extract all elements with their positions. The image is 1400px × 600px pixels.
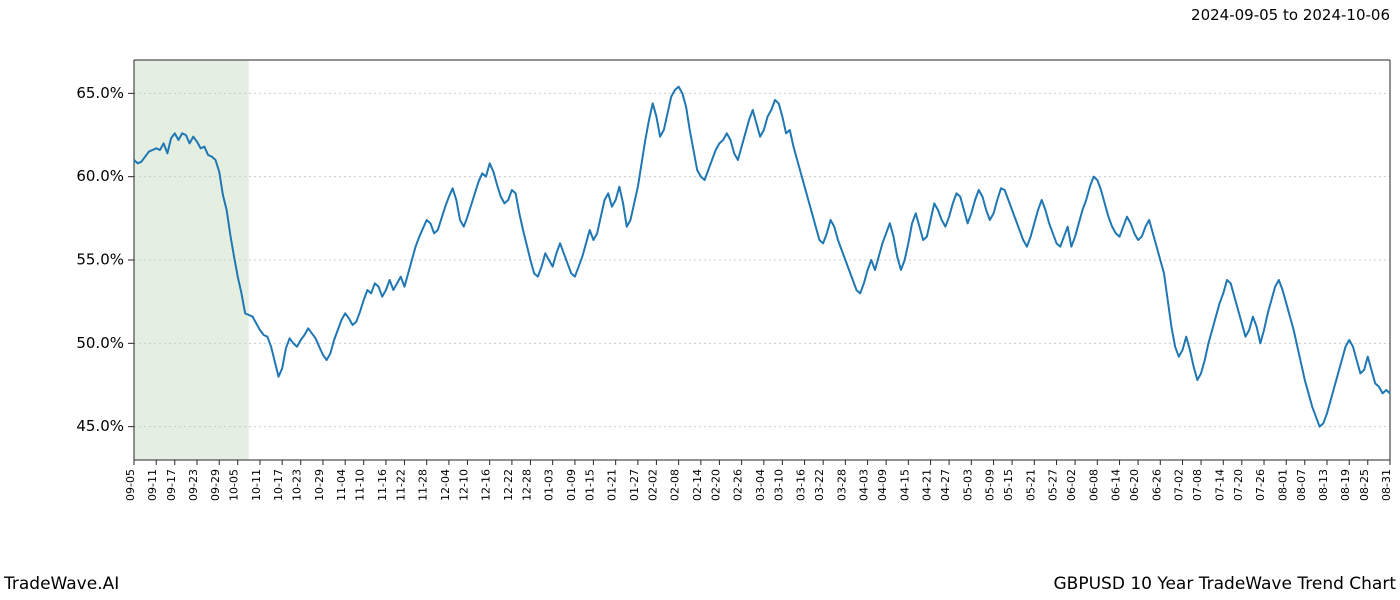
- chart-svg: 45.0% 50.0% 55.0% 60.0% 65.0% 09-05 09-11 09-17…: [0, 50, 1400, 540]
- x-tick-label: 10-29: [313, 469, 326, 501]
- x-tick-label: 10-23: [291, 469, 304, 501]
- x-tick-label: 03-10: [772, 469, 785, 501]
- x-tick-label: 08-19: [1339, 469, 1352, 501]
- x-tick-label: 02-02: [646, 469, 659, 501]
- x-tick-label: 06-02: [1065, 469, 1078, 501]
- y-tick-label: 50.0%: [76, 334, 124, 352]
- x-tick-label: 06-20: [1128, 469, 1141, 501]
- x-tick-label: 12-28: [520, 469, 533, 501]
- x-tick-label: 05-15: [1002, 469, 1015, 501]
- x-tick-label: 02-20: [709, 469, 722, 501]
- trend-line: [134, 87, 1390, 427]
- x-tick-label: 03-28: [835, 469, 848, 501]
- x-tick-label: 05-03: [961, 469, 974, 501]
- x-tick-label: 08-13: [1317, 469, 1330, 501]
- x-tick-label: 05-21: [1024, 469, 1037, 501]
- x-tick-label: 09-11: [146, 469, 159, 501]
- x-tick-label: 03-16: [795, 469, 808, 501]
- y-tick-label: 45.0%: [76, 417, 124, 435]
- x-tick-label: 10-05: [228, 469, 241, 501]
- x-tick-label: 04-15: [898, 469, 911, 501]
- x-tick-label: 04-03: [858, 469, 871, 501]
- x-tick-label: 04-21: [921, 469, 934, 501]
- x-tick-label: 01-27: [628, 469, 641, 501]
- x-tick-label: 09-05: [124, 469, 137, 501]
- x-tick-label: 12-22: [502, 469, 515, 501]
- x-tick-label: 07-26: [1254, 469, 1267, 501]
- x-tick-label: 08-31: [1380, 469, 1393, 501]
- x-tick-label: 11-04: [335, 469, 348, 501]
- x-tick-label: 08-07: [1295, 469, 1308, 501]
- x-tick-label: 06-26: [1150, 469, 1163, 501]
- y-tick-label: 60.0%: [76, 167, 124, 185]
- x-tick-label: 07-20: [1232, 469, 1245, 501]
- x-tick-label: 11-28: [417, 469, 430, 501]
- x-tick-label: 11-16: [376, 469, 389, 501]
- brand-label: TradeWave.AI: [4, 574, 119, 594]
- x-tick-label: 06-14: [1110, 469, 1123, 501]
- x-tick-label: 11-10: [354, 469, 367, 501]
- x-tick-label: 07-08: [1191, 469, 1204, 501]
- x-tick-label: 09-17: [165, 469, 178, 501]
- x-tick-label: 02-14: [691, 469, 704, 501]
- x-tick-label: 11-22: [394, 469, 407, 501]
- x-tick-label: 06-08: [1087, 469, 1100, 501]
- x-tick-label: 12-04: [439, 469, 452, 501]
- x-tick-label: 09-29: [209, 469, 222, 501]
- x-tick-label: 07-14: [1213, 469, 1226, 501]
- x-tick-label: 01-21: [606, 469, 619, 501]
- x-tick-label: 07-02: [1173, 469, 1186, 501]
- x-tick-label: 03-04: [754, 469, 767, 501]
- x-tick-label: 08-01: [1276, 469, 1289, 501]
- x-tick-label: 04-09: [876, 469, 889, 501]
- x-tick-label: 01-09: [565, 469, 578, 501]
- x-tick-label: 05-27: [1047, 469, 1060, 501]
- date-range-label: 2024-09-05 to 2024-10-06: [1191, 6, 1390, 24]
- chart-title: GBPUSD 10 Year TradeWave Trend Chart: [1054, 574, 1397, 594]
- x-tick-label: 02-08: [669, 469, 682, 501]
- x-tick-label: 10-11: [250, 469, 263, 501]
- x-tick-label: 05-09: [984, 469, 997, 501]
- y-tick-label: 55.0%: [76, 251, 124, 269]
- x-tick-label: 09-23: [187, 469, 200, 501]
- x-tick-label: 10-17: [272, 469, 285, 501]
- x-tick-label: 04-27: [939, 469, 952, 501]
- x-tick-label: 01-15: [583, 469, 596, 501]
- x-tick-label: 02-26: [732, 469, 745, 501]
- highlight-band: [134, 60, 249, 460]
- x-tick-label: 03-22: [813, 469, 826, 501]
- x-tick-label: 08-25: [1358, 469, 1371, 501]
- y-tick-label: 65.0%: [76, 84, 124, 102]
- trend-chart: 45.0% 50.0% 55.0% 60.0% 65.0% 09-05 09-11 09-17…: [0, 50, 1400, 540]
- x-tick-label: 01-03: [543, 469, 556, 501]
- x-tick-label: 12-10: [457, 469, 470, 501]
- x-tick-label: 12-16: [480, 469, 493, 501]
